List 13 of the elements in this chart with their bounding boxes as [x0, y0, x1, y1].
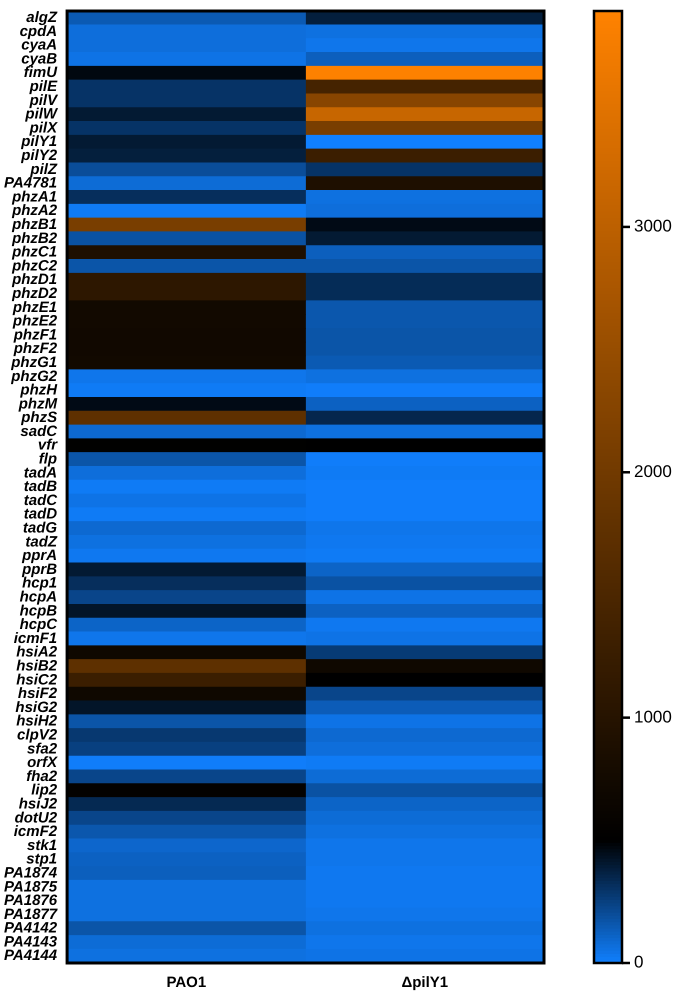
- color-bar-label: 1000: [634, 707, 672, 726]
- color-bar-label: 0: [634, 952, 644, 972]
- color-bar-label: 3000: [634, 216, 672, 236]
- color-bar-label: 2000: [634, 462, 672, 481]
- y-tick-label: algZ: [26, 9, 58, 26]
- y-tick-label: pilE: [28, 78, 58, 96]
- y-tick-label: phzA1: [11, 188, 58, 206]
- y-tick-label: phzH: [19, 382, 58, 399]
- x-tick-label: PAO1: [166, 974, 206, 992]
- y-tick-label: pilZ: [29, 160, 58, 178]
- y-tick-label: phzS: [20, 409, 58, 426]
- x-tick-label: ΔpilY1: [401, 974, 448, 992]
- y-tick-label: pilX: [28, 119, 58, 136]
